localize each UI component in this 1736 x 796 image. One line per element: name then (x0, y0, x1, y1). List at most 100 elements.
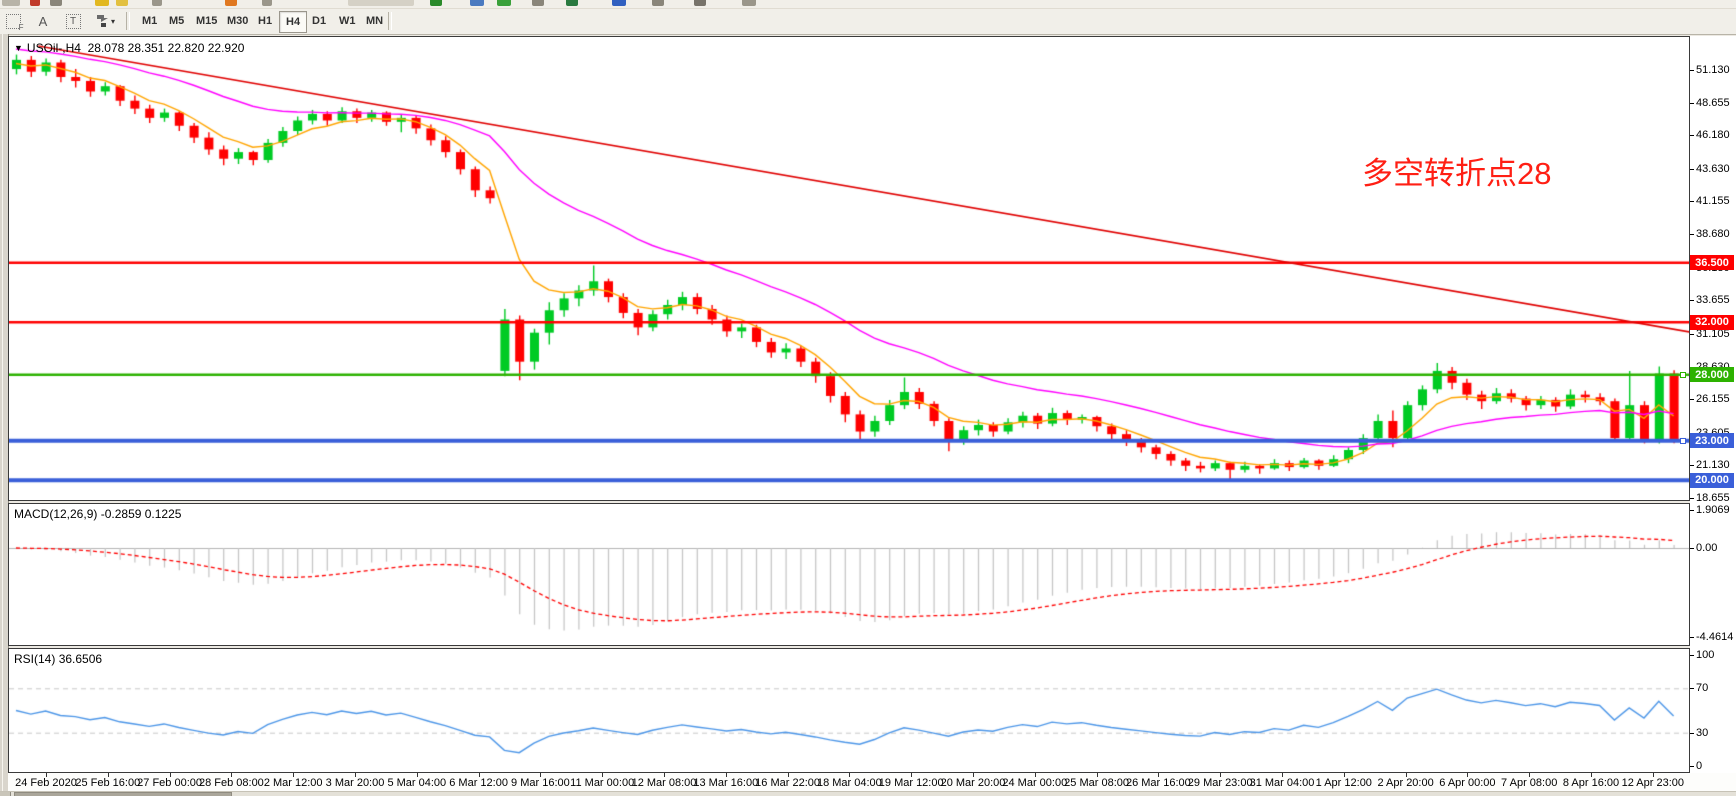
price-axis-label-tick (1690, 135, 1694, 137)
toolbar-button-clipped[interactable] (694, 0, 706, 6)
price-axis-label: 18.655 (1696, 492, 1730, 505)
macd-indicator-pane[interactable] (8, 503, 1690, 646)
toolbar-button-clipped[interactable] (430, 0, 442, 6)
rsi-axis-label: 100 (1696, 649, 1715, 661)
toolbar-button-clipped[interactable] (95, 0, 109, 6)
price-chart-pane[interactable] (8, 36, 1690, 501)
time-axis-tick (540, 773, 542, 777)
time-axis-label: 5 Mar 04:00 (387, 777, 447, 789)
price-axis-label: 33.655 (1696, 294, 1730, 307)
price-axis-label-tick (1690, 333, 1694, 335)
macd-chart-canvas[interactable] (9, 504, 1689, 645)
macd-pane-title: MACD(12,26,9) -0.2859 0.1225 (14, 507, 181, 521)
time-axis-tick (664, 773, 665, 777)
toolbar-button-clipped[interactable] (742, 0, 756, 6)
timeframe-button-m5[interactable]: M5 (169, 15, 185, 27)
toolbar-button-clipped[interactable] (116, 0, 128, 6)
double-arrow-icon (96, 14, 108, 27)
time-axis-tick (973, 773, 974, 777)
chart-ohlc-values: 28.078 28.351 22.820 22.920 (87, 41, 245, 55)
text-label-tool-icon[interactable]: A (32, 11, 54, 31)
toolbar-button-clipped[interactable] (225, 0, 237, 6)
toolbar-button-clipped[interactable] (2, 0, 20, 6)
time-axis-tick (1405, 773, 1407, 777)
toolbar-button-clipped[interactable] (532, 0, 544, 6)
time-axis-label: 28 Feb 08:00 (198, 777, 264, 789)
horizontal-scrollbar[interactable] (0, 791, 1736, 796)
macd-values: -0.2859 0.1225 (100, 507, 182, 521)
toolbar-button-clipped[interactable] (497, 0, 511, 6)
timeframe-button-mn[interactable]: MN (366, 15, 384, 27)
time-axis-tick (1591, 773, 1592, 777)
price-chart-canvas[interactable] (9, 37, 1689, 500)
time-axis-label: 25 Mar 08:00 (1064, 777, 1130, 789)
timeframe-button-d1[interactable]: D1 (312, 15, 327, 27)
time-axis-label: 25 Feb 16:00 (75, 777, 141, 789)
toolbar-button-clipped[interactable] (652, 0, 664, 6)
time-axis-tick (725, 773, 727, 777)
time-axis-tick (478, 773, 480, 777)
chart-menu-icon[interactable]: ▼ (14, 43, 23, 53)
rsi-axis-label-tick (1690, 688, 1694, 690)
timeframe-button-m1[interactable]: M1 (142, 15, 158, 27)
macd-axis-label: -4.4614 (1696, 631, 1734, 644)
toolbar-button-clipped[interactable] (50, 0, 62, 6)
toolbar-button-clipped[interactable] (30, 0, 40, 6)
time-axis-tick (1158, 773, 1160, 777)
time-axis-tick (293, 773, 295, 777)
boxed-t-icon: T (65, 13, 81, 29)
rsi-axis-label: 0 (1696, 760, 1703, 772)
time-axis-tick (1282, 773, 1283, 777)
rsi-chart-canvas[interactable] (9, 649, 1689, 772)
price-axis-label-tick (1690, 498, 1694, 500)
toolbar-button-clipped[interactable] (470, 0, 484, 6)
price-axis-label: 21.130 (1696, 459, 1730, 472)
price-axis-label-tick (1690, 234, 1694, 236)
line-drag-handle[interactable] (1680, 371, 1686, 378)
toolbar-button-clipped[interactable] (612, 0, 626, 6)
timeframe-button-m30[interactable]: M30 (227, 15, 249, 27)
time-axis-tick (1220, 773, 1222, 777)
rsi-value: 36.6506 (58, 652, 103, 666)
crosshair-grid-tool-icon[interactable]: F (2, 11, 24, 32)
text-box-tool-icon[interactable]: T (62, 11, 84, 31)
time-axis-label: 13 Mar 16:00 (693, 777, 759, 789)
time-axis-label: 6 Mar 12:00 (449, 777, 508, 789)
time-axis-tick (1652, 773, 1654, 777)
scrollbar-thumb[interactable] (14, 792, 232, 796)
price-axis-label: 26.155 (1696, 393, 1730, 406)
chart-symbol-period: USOil-,H4 (26, 41, 81, 55)
timeframe-button-w1[interactable]: W1 (339, 15, 356, 27)
price-axis-label: 51.130 (1696, 64, 1730, 76)
macd-axis-label: 0.00 (1696, 542, 1718, 554)
toolbar-button-clipped[interactable] (262, 0, 272, 6)
price-axis-label: 43.630 (1696, 162, 1730, 175)
rsi-pane-title: RSI(14) 36.6506 (14, 652, 102, 666)
toolbar-button-clipped[interactable] (566, 0, 578, 6)
timeframe-button-h4[interactable]: H4 (279, 11, 308, 33)
time-axis-label: 2 Apr 20:00 (1377, 777, 1434, 789)
toolbar-button-clipped[interactable] (152, 0, 162, 6)
time-axis-label: 26 Mar 16:00 (1125, 777, 1191, 789)
time-axis-tick (1529, 773, 1531, 777)
time-axis-tick (46, 773, 47, 777)
time-axis-tick (169, 773, 171, 777)
time-axis-label: 27 Feb 00:00 (137, 777, 203, 789)
timeframe-button-m15[interactable]: M15 (196, 15, 218, 27)
level-price-badge: 23.000 (1690, 433, 1734, 449)
time-axis-label: 19 Mar 12:00 (878, 777, 944, 789)
toolbar-button-clipped[interactable] (348, 0, 414, 6)
price-axis-label-tick (1690, 399, 1694, 401)
chart-text-annotation: 多空转折点28 (1362, 156, 1552, 191)
letter-a-icon: A (38, 13, 48, 29)
arrows-tool-icon[interactable]: ▾ (90, 11, 120, 31)
time-axis-tick (231, 773, 233, 777)
price-axis-label-tick (1690, 70, 1694, 71)
level-price-badge: 28.000 (1690, 367, 1734, 383)
line-drag-handle[interactable] (1680, 437, 1686, 444)
time-axis-tick (416, 773, 418, 777)
rsi-indicator-pane[interactable] (8, 648, 1690, 773)
time-axis-tick (787, 773, 789, 777)
timeframe-button-h1[interactable]: H1 (258, 15, 273, 27)
macd-axis-label-tick (1690, 637, 1694, 639)
